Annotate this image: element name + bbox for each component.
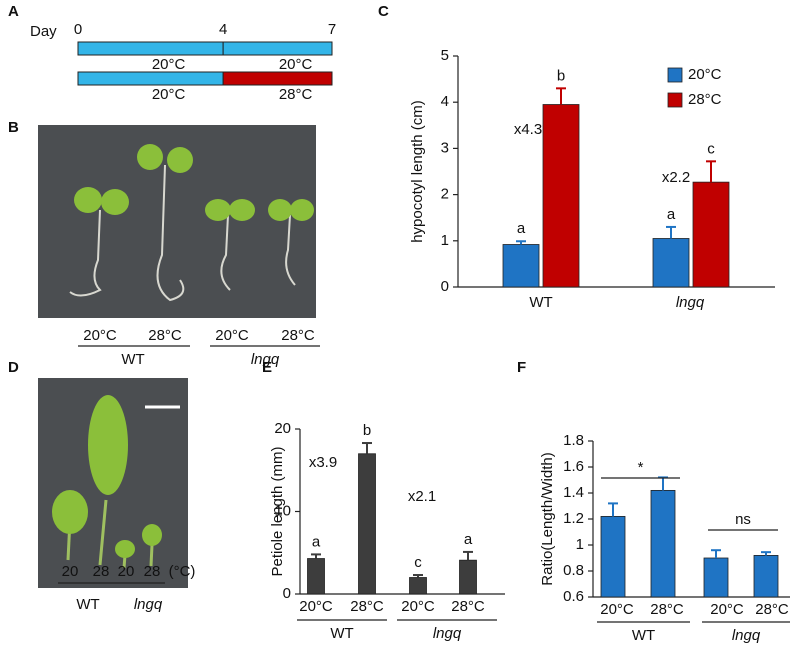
significance-letter: b (557, 67, 565, 84)
group-label: WT (76, 596, 99, 613)
photo-label: 20 (62, 563, 79, 580)
segment-label: 20°C (152, 56, 186, 73)
group-label: lngq (134, 596, 163, 613)
x-tick-label: WT (529, 294, 552, 311)
photo-label: 20°C (215, 327, 249, 344)
bar (409, 577, 427, 595)
panel-label: A (8, 3, 19, 20)
photo-d (38, 378, 188, 588)
timeline-tick: 7 (328, 21, 336, 38)
panel-label: B (8, 119, 19, 136)
group-label: WT (330, 625, 353, 642)
photo-label: 28 (144, 563, 161, 580)
group-label: WT (121, 351, 144, 368)
bar (358, 453, 376, 595)
x-tick-label: lngq (676, 294, 705, 311)
y-tick-label: 1 (576, 536, 584, 553)
group-label: WT (632, 627, 655, 644)
bar (459, 559, 477, 595)
y-tick-label: 0 (441, 278, 449, 295)
group-label: lngq (433, 625, 462, 642)
photo-b (38, 125, 316, 318)
group-label: lngq (732, 627, 761, 644)
timeline-tick: 0 (74, 21, 82, 38)
bar (502, 244, 540, 288)
photo-label: 28°C (281, 327, 315, 344)
x-tick-label: 20°C (401, 598, 435, 615)
y-tick-label: 1.6 (563, 458, 584, 475)
segment-label: 20°C (279, 56, 313, 73)
y-tick-label: 0.8 (563, 562, 584, 579)
bar (307, 558, 325, 595)
photo-label: 20 (118, 563, 135, 580)
y-tick-label: 10 (274, 502, 291, 519)
significance-letter: b (363, 422, 371, 439)
significance-letter: c (707, 140, 715, 157)
annotation: x3.9 (309, 454, 337, 471)
significance-label: ns (735, 511, 751, 528)
y-tick-label: 0.6 (563, 588, 584, 605)
annotation: x2.1 (408, 488, 436, 505)
significance-letter: a (667, 206, 676, 223)
group-label: lngq (251, 351, 280, 368)
legend-swatch (667, 92, 683, 108)
bar (650, 489, 676, 598)
timeline-segment (77, 71, 224, 86)
photo-label: 28 (93, 563, 110, 580)
segment-label: 28°C (279, 86, 313, 103)
bar (692, 181, 730, 288)
bar (753, 555, 779, 598)
y-tick-label: 20 (274, 420, 291, 437)
panel-label: C (378, 3, 389, 20)
timeline-label: Day (30, 23, 57, 40)
annotation: x2.2 (662, 169, 690, 186)
y-axis-label: Ratio(Length/Width) (539, 452, 556, 585)
legend-label: 28°C (688, 91, 722, 108)
segment-label: 20°C (152, 86, 186, 103)
bar (542, 104, 580, 288)
y-axis-label: Petiole length (mm) (269, 446, 286, 576)
x-tick-label: 28°C (650, 601, 684, 618)
x-tick-label: 20°C (600, 601, 634, 618)
y-axis-label: hypocotyl length (cm) (409, 100, 426, 243)
y-tick-label: 4 (441, 93, 449, 110)
y-tick-label: 1.2 (563, 510, 584, 527)
significance-letter: c (414, 554, 422, 571)
panel-label: D (8, 359, 19, 376)
panel-label: F (517, 359, 526, 376)
panel-label: E (262, 359, 272, 376)
y-tick-label: 2 (441, 186, 449, 203)
bar (600, 516, 626, 598)
legend-label: 20°C (688, 66, 722, 83)
timeline-tick: 4 (219, 21, 227, 38)
significance-letter: a (312, 533, 321, 550)
significance-letter: a (517, 220, 526, 237)
photo-unit: (°C) (169, 563, 196, 580)
legend-swatch (667, 67, 683, 83)
x-tick-label: 20°C (710, 601, 744, 618)
y-tick-label: 0 (283, 585, 291, 602)
bar (703, 557, 729, 598)
timeline-segment (222, 41, 333, 56)
timeline-segment (77, 41, 224, 56)
significance-letter: a (464, 531, 473, 548)
y-tick-label: 1.8 (563, 432, 584, 449)
timeline-segment (222, 71, 333, 86)
photo-label: 28°C (148, 327, 182, 344)
x-tick-label: 28°C (755, 601, 789, 618)
y-tick-label: 5 (441, 47, 449, 64)
significance-label: * (638, 459, 644, 476)
bar (652, 238, 690, 288)
y-tick-label: 3 (441, 139, 449, 156)
photo-label: 20°C (83, 327, 117, 344)
x-tick-label: 28°C (451, 598, 485, 615)
x-tick-label: 20°C (299, 598, 333, 615)
y-tick-label: 1.4 (563, 484, 584, 501)
annotation: x4.3 (514, 121, 542, 138)
x-tick-label: 28°C (350, 598, 384, 615)
y-tick-label: 1 (441, 232, 449, 249)
